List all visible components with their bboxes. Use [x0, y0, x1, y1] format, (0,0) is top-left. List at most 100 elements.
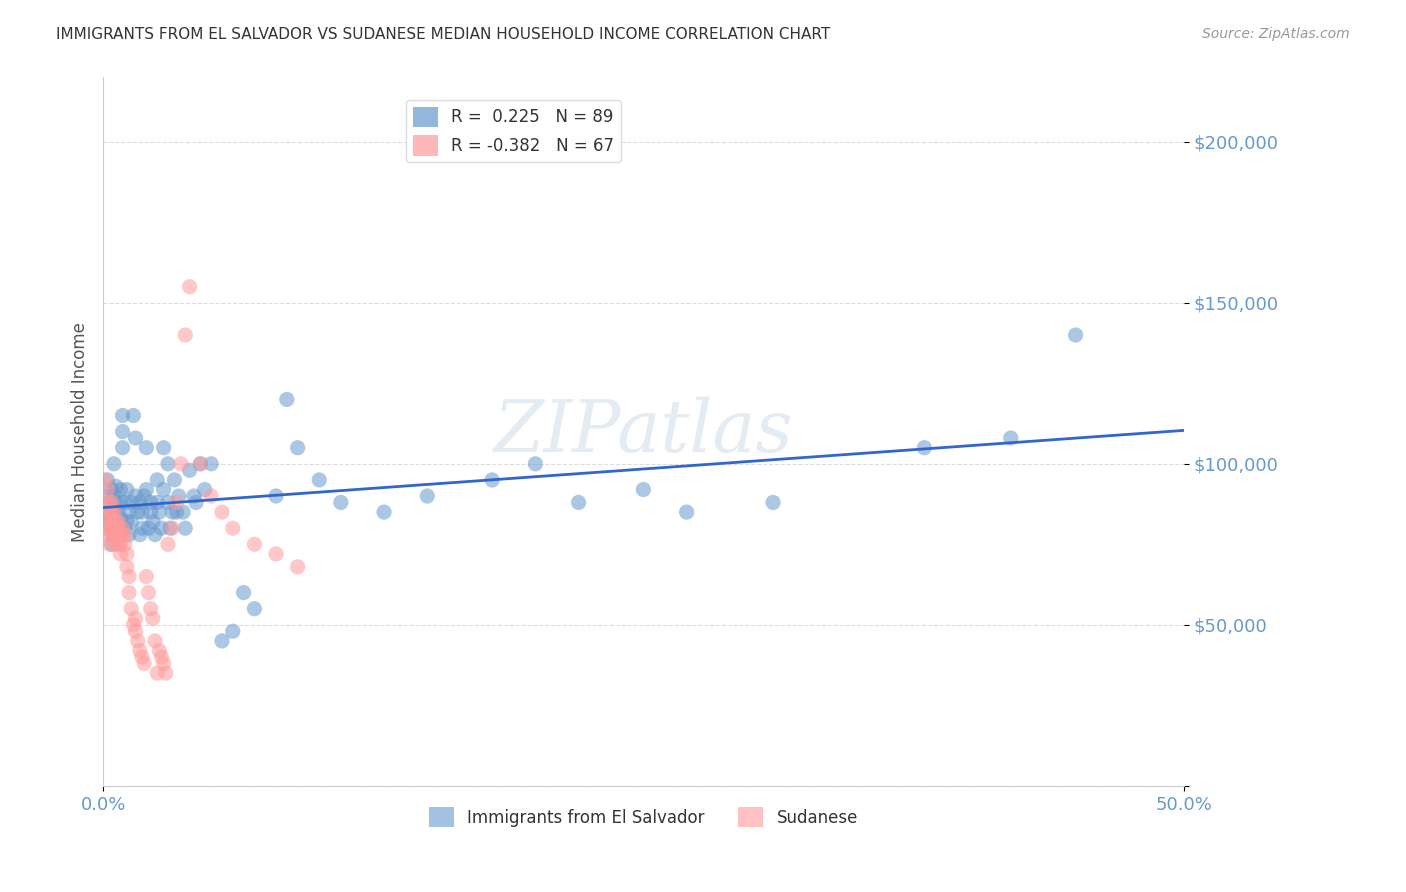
Immigrants from El Salvador — [762, 495, 785, 509]
Immigrants from El Salvador — [567, 495, 589, 509]
Immigrants from El Salvador — [174, 521, 197, 535]
Sudanese — [107, 515, 129, 529]
Immigrants from El Salvador — [131, 521, 153, 535]
Sudanese — [166, 495, 188, 509]
Sudanese — [190, 457, 212, 471]
Immigrants from El Salvador — [232, 585, 254, 599]
Immigrants from El Salvador — [110, 483, 132, 497]
Immigrants from El Salvador — [96, 473, 118, 487]
Immigrants from El Salvador — [118, 527, 141, 541]
Immigrants from El Salvador — [167, 489, 190, 503]
Immigrants from El Salvador — [308, 473, 330, 487]
Sudanese — [264, 547, 287, 561]
Immigrants from El Salvador — [118, 505, 141, 519]
Sudanese — [103, 521, 125, 535]
Immigrants from El Salvador — [120, 495, 142, 509]
Immigrants from El Salvador — [105, 495, 128, 509]
Immigrants from El Salvador — [128, 527, 150, 541]
Sudanese — [152, 657, 174, 671]
Sudanese — [174, 328, 197, 343]
Immigrants from El Salvador — [172, 505, 194, 519]
Immigrants from El Salvador — [675, 505, 697, 519]
Immigrants from El Salvador — [329, 495, 352, 509]
Sudanese — [200, 489, 222, 503]
Sudanese — [103, 505, 125, 519]
Sudanese — [98, 505, 121, 519]
Y-axis label: Median Household Income: Median Household Income — [72, 322, 89, 541]
Sudanese — [139, 601, 162, 615]
Immigrants from El Salvador — [98, 495, 121, 509]
Sudanese — [287, 559, 309, 574]
Sudanese — [105, 515, 128, 529]
Sudanese — [100, 527, 122, 541]
Immigrants from El Salvador — [135, 483, 157, 497]
Immigrants from El Salvador — [183, 489, 205, 503]
Immigrants from El Salvador — [124, 431, 146, 445]
Immigrants from El Salvador — [524, 457, 547, 471]
Immigrants from El Salvador — [115, 483, 138, 497]
Immigrants from El Salvador — [131, 505, 153, 519]
Immigrants from El Salvador — [243, 601, 266, 615]
Sudanese — [105, 537, 128, 551]
Legend: Immigrants from El Salvador, Sudanese: Immigrants from El Salvador, Sudanese — [422, 800, 865, 834]
Immigrants from El Salvador — [134, 489, 156, 503]
Sudanese — [211, 505, 233, 519]
Immigrants from El Salvador — [120, 515, 142, 529]
Immigrants from El Salvador — [152, 483, 174, 497]
Sudanese — [118, 585, 141, 599]
Immigrants from El Salvador — [200, 457, 222, 471]
Immigrants from El Salvador — [264, 489, 287, 503]
Sudanese — [138, 585, 160, 599]
Sudanese — [100, 515, 122, 529]
Immigrants from El Salvador — [107, 505, 129, 519]
Immigrants from El Salvador — [105, 479, 128, 493]
Sudanese — [103, 515, 125, 529]
Immigrants from El Salvador — [373, 505, 395, 519]
Immigrants from El Salvador — [115, 515, 138, 529]
Immigrants from El Salvador — [135, 441, 157, 455]
Immigrants from El Salvador — [100, 537, 122, 551]
Text: IMMIGRANTS FROM EL SALVADOR VS SUDANESE MEDIAN HOUSEHOLD INCOME CORRELATION CHAR: IMMIGRANTS FROM EL SALVADOR VS SUDANESE … — [56, 27, 831, 42]
Sudanese — [131, 650, 153, 665]
Immigrants from El Salvador — [1064, 328, 1087, 343]
Sudanese — [110, 527, 132, 541]
Immigrants from El Salvador — [159, 521, 181, 535]
Sudanese — [115, 547, 138, 561]
Immigrants from El Salvador — [124, 489, 146, 503]
Immigrants from El Salvador — [100, 483, 122, 497]
Immigrants from El Salvador — [276, 392, 298, 407]
Immigrants from El Salvador — [142, 515, 165, 529]
Immigrants from El Salvador — [287, 441, 309, 455]
Immigrants from El Salvador — [148, 505, 170, 519]
Sudanese — [94, 515, 117, 529]
Sudanese — [114, 527, 136, 541]
Sudanese — [111, 521, 134, 535]
Sudanese — [94, 473, 117, 487]
Sudanese — [122, 617, 145, 632]
Sudanese — [96, 521, 118, 535]
Immigrants from El Salvador — [111, 425, 134, 439]
Sudanese — [127, 633, 149, 648]
Immigrants from El Salvador — [184, 495, 207, 509]
Immigrants from El Salvador — [103, 457, 125, 471]
Immigrants from El Salvador — [416, 489, 439, 503]
Immigrants from El Salvador — [107, 527, 129, 541]
Immigrants from El Salvador — [110, 511, 132, 525]
Sudanese — [155, 666, 177, 681]
Immigrants from El Salvador — [114, 521, 136, 535]
Sudanese — [150, 650, 173, 665]
Sudanese — [170, 457, 193, 471]
Sudanese — [114, 537, 136, 551]
Immigrants from El Salvador — [98, 515, 121, 529]
Sudanese — [146, 666, 169, 681]
Immigrants from El Salvador — [166, 505, 188, 519]
Sudanese — [222, 521, 245, 535]
Sudanese — [96, 483, 118, 497]
Immigrants from El Salvador — [190, 457, 212, 471]
Sudanese — [124, 624, 146, 639]
Immigrants from El Salvador — [111, 441, 134, 455]
Sudanese — [110, 547, 132, 561]
Immigrants from El Salvador — [103, 527, 125, 541]
Immigrants from El Salvador — [211, 633, 233, 648]
Sudanese — [135, 569, 157, 583]
